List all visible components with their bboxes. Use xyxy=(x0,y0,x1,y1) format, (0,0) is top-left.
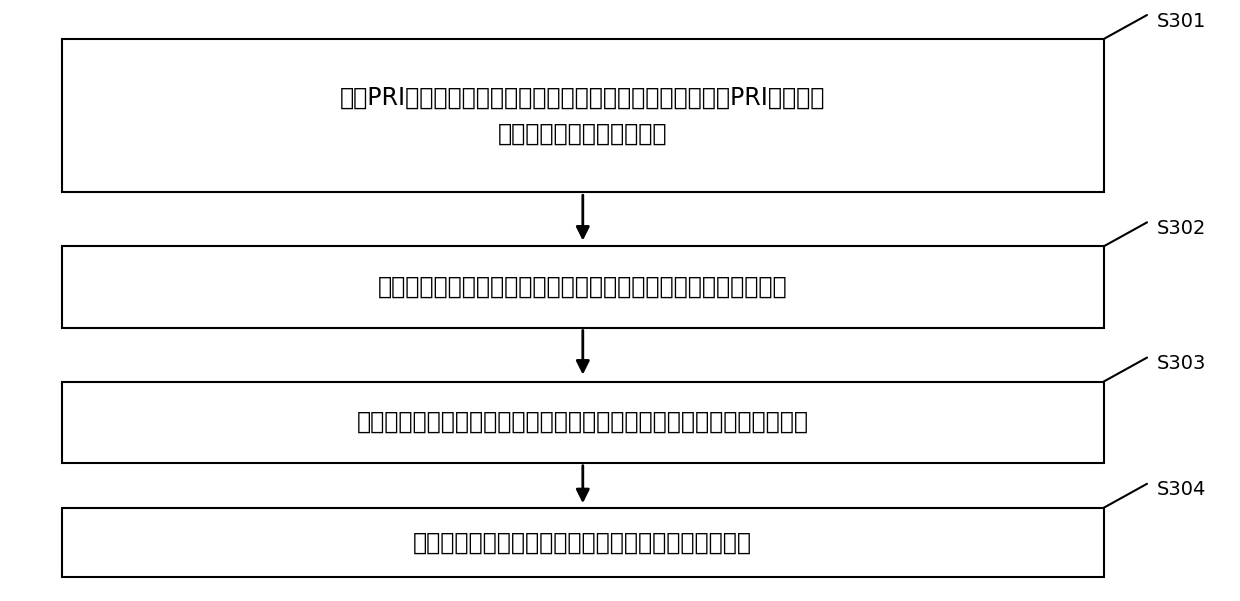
Text: S301: S301 xyxy=(1157,11,1207,31)
Text: 对距离多普勒成像算法，进行二维聚焦，实现模糊抑制: 对距离多普勒成像算法，进行二维聚焦，实现模糊抑制 xyxy=(413,531,753,554)
Bar xyxy=(62,508,1104,577)
Bar xyxy=(62,382,1104,463)
Bar xyxy=(62,246,1104,328)
Text: S302: S302 xyxy=(1157,219,1207,238)
Text: 每个PRI内发射不同的正交非线性调频信号，并以一定个数的PRI为周期重
复，且对每个波形进行标记: 每个PRI内发射不同的正交非线性调频信号，并以一定个数的PRI为周期重 复，且对… xyxy=(340,86,826,145)
Text: S304: S304 xyxy=(1157,480,1207,499)
Text: 根据接收到的回波，识别其标志位，可知每个回波的波形排列顺序: 根据接收到的回波，识别其标志位，可知每个回波的波形排列顺序 xyxy=(378,275,787,299)
Text: 根据识别的波形排列顺序构建距离向匹配滤波器，并进行距离向匹配滤波: 根据识别的波形排列顺序构建距离向匹配滤波器，并进行距离向匹配滤波 xyxy=(357,410,808,434)
Bar xyxy=(62,39,1104,192)
Text: S303: S303 xyxy=(1157,354,1207,373)
